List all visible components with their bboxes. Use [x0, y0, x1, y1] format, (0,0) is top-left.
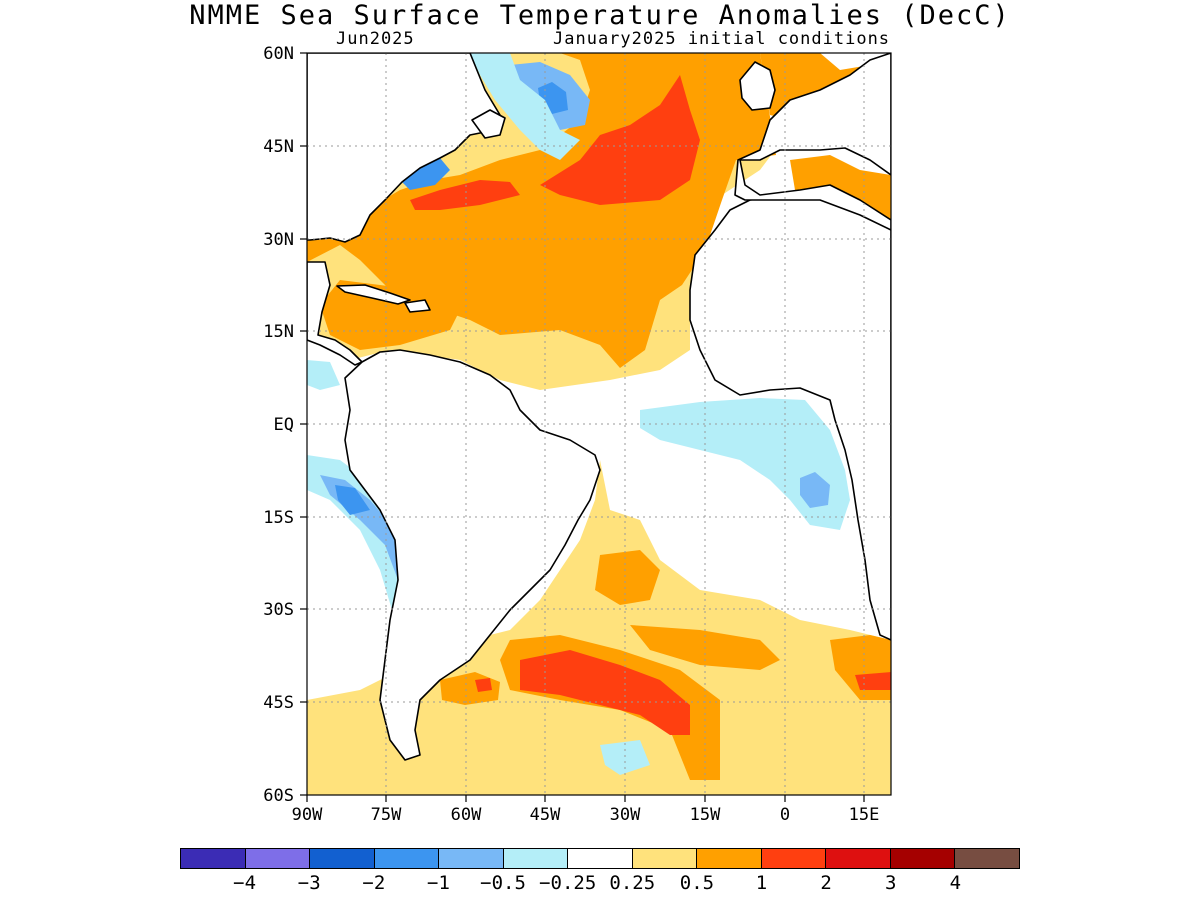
lat-label: 60S	[263, 786, 294, 806]
anomaly-region-argentina-strong	[475, 678, 492, 692]
color-scale-box	[439, 849, 504, 868]
land-british-isles	[739, 61, 776, 111]
lon-label: 60W	[450, 805, 482, 825]
lon-label: 0	[779, 805, 791, 825]
land-masses	[307, 53, 891, 761]
map-title: NMME Sea Surface Temperature Anomalies (…	[189, 0, 1011, 31]
anomaly-region-eq-cool	[640, 398, 850, 530]
land-hispaniola	[404, 299, 431, 313]
color-scale-label: 0.5	[679, 872, 715, 894]
anomaly-region-northern-cool-east	[307, 360, 340, 390]
lon-label: 90W	[291, 805, 323, 825]
anomaly-region-s-atlantic-strong	[520, 650, 690, 735]
forecast-month: Jun2025	[336, 29, 415, 49]
initial-conditions-label: January2025 initial conditions	[553, 29, 891, 49]
lat-label: 45N	[263, 137, 294, 157]
color-scale-box	[181, 849, 246, 868]
anomaly-region-nw-cold	[470, 53, 580, 160]
color-scale-label: −0.5	[480, 872, 526, 894]
color-scale-label: −0.25	[539, 872, 597, 894]
land-newfoundland	[471, 109, 506, 139]
lat-label: 15N	[263, 322, 294, 342]
anomaly-region-s-atlantic-light	[307, 460, 891, 795]
color-scale-box	[568, 849, 633, 868]
color-scale-box	[245, 849, 311, 868]
color-scale-label: 1	[755, 872, 768, 894]
color-scale-label: −1	[427, 872, 450, 894]
color-scale-label: 0.25	[609, 872, 656, 894]
color-scale-bar	[180, 848, 1020, 869]
color-scale-label: −4	[233, 872, 257, 894]
color-scale-label: 4	[949, 872, 962, 894]
lon-label: 15E	[848, 805, 880, 825]
color-scale-label: 3	[885, 872, 897, 894]
anomaly-region-maine-cold	[400, 158, 450, 190]
anomaly-region-s-atlantic-mid	[595, 550, 660, 605]
land-north-america	[307, 53, 501, 243]
lon-label: 45W	[529, 805, 561, 825]
color-scale-box	[503, 849, 569, 868]
color-scale-box	[826, 849, 891, 868]
anomaly-region-n-atlantic-strong	[540, 75, 700, 205]
lon-label: 30W	[609, 805, 641, 825]
lat-label: 30S	[263, 600, 294, 620]
land-central-america	[307, 261, 363, 366]
color-scale-box	[890, 849, 956, 868]
land-south-america	[344, 349, 601, 761]
land-europe	[734, 53, 891, 231]
anomaly-region-gulf-guinea-cool	[800, 472, 830, 508]
anomaly-region-gulf-stream	[410, 180, 520, 210]
anomaly-region-southern-cool	[600, 740, 650, 775]
map-frame	[300, 52, 892, 802]
color-scale-label: −3	[297, 872, 321, 894]
color-scale-box	[310, 849, 375, 868]
lat-label: 15S	[263, 508, 294, 528]
lon-label: 75W	[370, 805, 402, 825]
anomaly-region-sa-east-strong	[855, 672, 891, 690]
lat-label: 30N	[263, 230, 294, 250]
color-scale-box	[955, 849, 1019, 868]
land-cuba	[336, 284, 411, 305]
anomaly-field	[307, 53, 891, 795]
color-scale-box	[697, 849, 762, 868]
lat-label: EQ	[273, 415, 294, 435]
lat-label: 45S	[263, 693, 294, 713]
lat-label: 60N	[263, 44, 294, 64]
anomaly-region-pacific-coast-cool	[335, 485, 370, 515]
color-scale-box	[761, 849, 827, 868]
color-scale-box	[374, 849, 440, 868]
color-scale-label: −2	[362, 872, 386, 894]
lon-label: 15W	[689, 805, 721, 825]
color-scale-label: 2	[820, 872, 832, 894]
color-scale-box	[632, 849, 698, 868]
graticule	[307, 53, 891, 795]
anomaly-region-caribbean	[320, 280, 460, 350]
